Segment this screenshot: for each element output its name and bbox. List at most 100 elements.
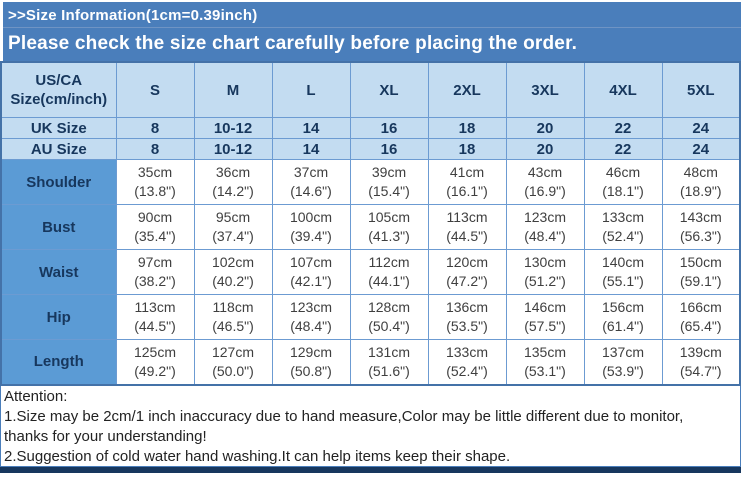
cm-value: 123cm xyxy=(289,299,333,315)
measure-cell: 112cm (44.1") xyxy=(349,249,429,295)
measure-cell: 120cm (47.2") xyxy=(427,249,507,295)
measure-cell: 127cm (50.0") xyxy=(193,339,273,385)
row-label-au-size: AU Size xyxy=(0,138,117,160)
measure-cell: 118cm (46.5") xyxy=(193,294,273,340)
size-cell: 24 xyxy=(661,138,741,160)
inch-value: (52.4") xyxy=(446,362,488,379)
inch-value: (50.8") xyxy=(290,362,332,379)
measure-cell: 150cm (59.1") xyxy=(661,249,741,295)
inch-value: (41.3") xyxy=(368,228,410,244)
size-cell: 20 xyxy=(505,138,585,160)
inch-value: (51.2") xyxy=(524,273,566,289)
cm-value: 113cm xyxy=(446,209,488,225)
inch-value: (40.2") xyxy=(212,273,254,289)
cm-value: 166cm xyxy=(679,299,722,315)
measure-cell: 48cm (18.9") xyxy=(661,159,741,205)
inch-value: (50.4") xyxy=(368,318,410,334)
inch-value: (50.0") xyxy=(212,362,254,379)
cm-value: 36cm xyxy=(215,164,251,180)
inch-value: (49.2") xyxy=(134,362,176,379)
banner: >>Size Information(1cm=0.39inch) Please … xyxy=(0,0,741,61)
measure-cell: 39cm (15.4") xyxy=(349,159,429,205)
cm-value: 102cm xyxy=(211,254,255,270)
row-label-hip: Hip xyxy=(0,294,117,340)
measure-cell: 35cm (13.8") xyxy=(115,159,195,205)
table-row-length: Length 125cm (49.2") 127cm (50.0") 129cm (5… xyxy=(0,339,741,385)
table-row-waist: Waist 97cm (38.2") 102cm (40.2") 107cm (42.… xyxy=(0,249,741,295)
inch-value: (54.7") xyxy=(679,362,722,379)
cm-value: 112cm xyxy=(368,254,410,270)
inch-value: (16.9") xyxy=(524,183,566,199)
inch-value: (39.4") xyxy=(290,228,332,244)
measure-cell: 128cm (50.4") xyxy=(349,294,429,340)
row-label-length: Length xyxy=(0,339,117,385)
bottom-navy-bar xyxy=(0,466,741,473)
inch-value: (42.1") xyxy=(290,273,332,289)
inch-value: (48.4") xyxy=(524,228,566,244)
row-label-shoulder: Shoulder xyxy=(0,159,117,205)
measure-cell: 100cm (39.4") xyxy=(271,204,351,250)
measure-cell: 166cm (65.4") xyxy=(661,294,741,340)
cm-value: 43cm xyxy=(527,164,563,180)
size-cell: 16 xyxy=(349,138,429,160)
inch-value: (52.4") xyxy=(602,228,644,244)
header-size-xl: XL xyxy=(349,61,429,118)
header-size-l: L xyxy=(271,61,351,118)
size-cell: 20 xyxy=(505,117,585,139)
inch-value: (16.1") xyxy=(446,183,488,199)
attention-note-1-line-2: thanks for your understanding! xyxy=(4,427,207,445)
inch-value: (47.2") xyxy=(446,273,488,289)
cm-value: 90cm xyxy=(137,209,173,225)
header-size-m: M xyxy=(193,61,273,118)
cm-value: 35cm xyxy=(137,164,173,180)
measure-cell: 95cm (37.4") xyxy=(193,204,273,250)
header-us-ca-size: US/CA Size(cm/inch) xyxy=(0,61,117,118)
measure-cell: 136cm (53.5") xyxy=(427,294,507,340)
inch-value: (13.8") xyxy=(134,183,176,199)
inch-value: (38.2") xyxy=(134,273,176,289)
measure-cell: 37cm (14.6") xyxy=(271,159,351,205)
size-cell: 14 xyxy=(271,138,351,160)
cm-value: 48cm xyxy=(683,164,718,180)
cm-value: 37cm xyxy=(293,164,329,180)
measure-cell: 130cm (51.2") xyxy=(505,249,585,295)
inch-value: (15.4") xyxy=(368,183,410,199)
measure-cell: 113cm (44.5") xyxy=(427,204,507,250)
inch-value: (18.1") xyxy=(602,183,644,199)
cm-value: 100cm xyxy=(289,209,333,225)
inch-value: (65.4") xyxy=(679,318,722,334)
cm-value: 156cm xyxy=(601,299,645,315)
cm-value: 118cm xyxy=(212,299,254,315)
cm-value: 123cm xyxy=(523,209,567,225)
size-cell: 10-12 xyxy=(193,117,273,139)
cm-value: 140cm xyxy=(601,254,645,270)
cm-value: 135cm xyxy=(523,343,567,360)
size-cell: 18 xyxy=(427,138,507,160)
banner-size-info-text: >>Size Information(1cm=0.39inch) xyxy=(3,2,741,28)
measure-cell: 90cm (35.4") xyxy=(115,204,195,250)
measure-cell: 46cm (18.1") xyxy=(583,159,663,205)
attention-box: Attention: 1.Size may be 2cm/1 inch inac… xyxy=(0,385,741,467)
cm-value: 130cm xyxy=(523,254,567,270)
attention-note-2: 2.Suggestion of cold water hand washing.… xyxy=(4,447,511,465)
measure-cell: 133cm (52.4") xyxy=(583,204,663,250)
inch-value: (51.6") xyxy=(368,362,410,379)
inch-value: (53.1") xyxy=(524,362,566,379)
header-size-4xl: 4XL xyxy=(583,61,663,118)
inch-value: (44.1") xyxy=(368,273,410,289)
measure-cell: 97cm (38.2") xyxy=(115,249,195,295)
cm-value: 105cm xyxy=(367,209,411,225)
cm-value: 39cm xyxy=(371,164,407,180)
size-cell: 8 xyxy=(115,117,195,139)
inch-value: (18.9") xyxy=(679,183,722,199)
size-cell: 8 xyxy=(115,138,195,160)
cm-value: 133cm xyxy=(601,209,645,225)
measure-cell: 107cm (42.1") xyxy=(271,249,351,295)
cm-value: 139cm xyxy=(679,343,722,360)
measure-cell: 146cm (57.5") xyxy=(505,294,585,340)
cm-value: 97cm xyxy=(137,254,173,270)
inch-value: (59.1") xyxy=(679,273,722,289)
size-cell: 10-12 xyxy=(193,138,273,160)
inch-value: (14.2") xyxy=(212,183,254,199)
cm-value: 146cm xyxy=(523,299,567,315)
